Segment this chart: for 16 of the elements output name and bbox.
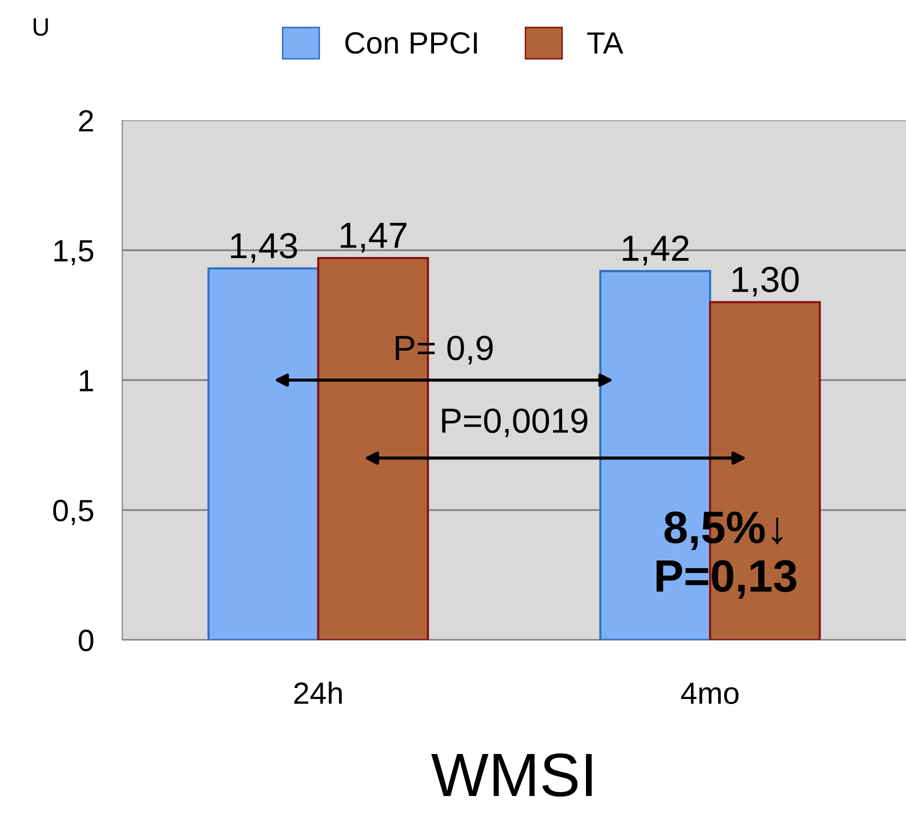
- x-axis-title: WMSI: [431, 753, 592, 797]
- legend-label: TA: [587, 32, 624, 54]
- y-tick-label: 1: [80, 370, 94, 392]
- x-tick-label: 4mo: [681, 682, 739, 704]
- y-tick-label: 2: [79, 110, 93, 132]
- x-tick-label: 24h: [294, 682, 342, 704]
- data-label: 1,47: [340, 222, 406, 252]
- data-label: 1,30: [732, 266, 799, 297]
- data-label: 1,42: [622, 236, 689, 266]
- y-axis-title: U: [34, 18, 48, 36]
- y-tick-label: 0,5: [53, 500, 94, 526]
- annotation: P=0,0019: [442, 408, 588, 438]
- legend-label: Con PPCI: [345, 32, 477, 54]
- y-tick-label: 0: [78, 630, 94, 652]
- data-label: 1,43: [230, 232, 297, 263]
- y-tick-label: 1,5: [54, 240, 94, 266]
